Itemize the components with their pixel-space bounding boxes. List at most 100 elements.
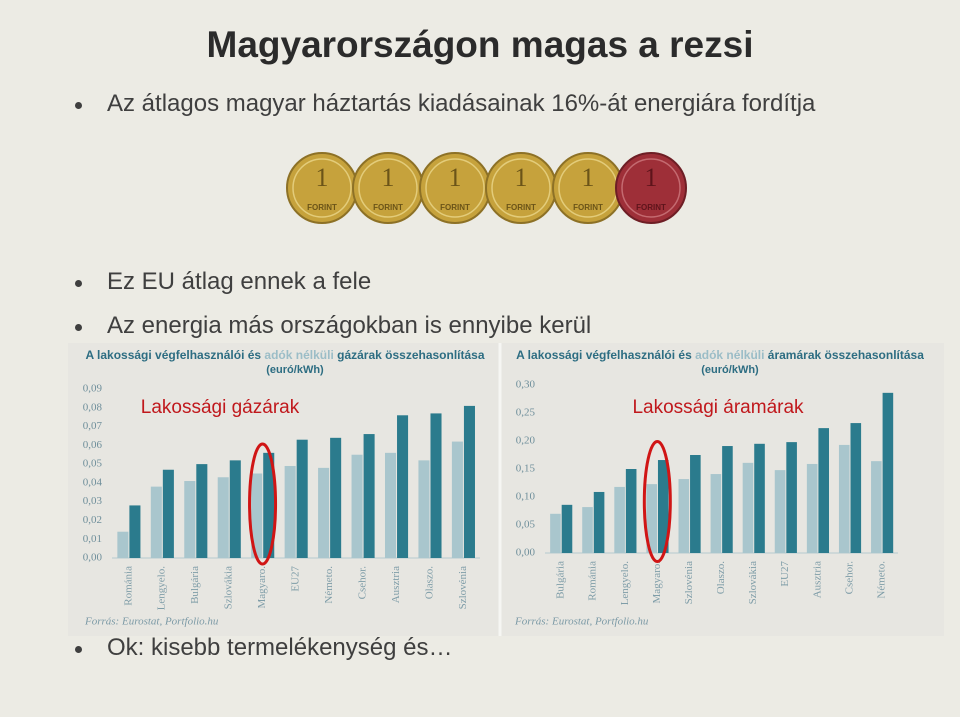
bar [229,460,241,558]
x-tick-label: Ausztria [811,561,823,598]
y-tick-label: 0,09 [83,383,103,395]
bar [806,463,818,553]
x-tick-label: Olaszo. [423,566,435,600]
x-tick-label: Csehor. [356,566,368,600]
y-tick-label: 0,02 [83,514,102,526]
x-tick-label: Németo. [323,566,335,604]
coin-label: FORINT [636,203,666,212]
coin-rim [621,158,681,218]
title-part: A lakossági végfelhasználói és [516,348,695,362]
x-tick-label: Bulgária [189,566,201,604]
y-tick-label: 0,05 [83,458,103,470]
bar [550,513,561,553]
chart-panel [68,343,944,636]
bar [162,469,174,558]
bar [363,434,375,558]
x-tick-label: Lengyelo. [619,561,631,606]
chart-title: A lakossági végfelhasználói és adók nélk… [516,348,924,362]
annotation: Lakossági gázárak [141,397,300,418]
coin-label: FORINT [307,203,337,212]
bar [838,444,850,553]
bar [384,452,397,558]
bar [786,442,797,553]
bar [430,413,442,558]
bar [678,479,690,553]
coin-numeral: 1 [582,163,595,192]
bullet: Az energia más országokban is ennyibe ke… [107,312,592,339]
title-part: áramárak összehasonlítása [764,348,924,362]
bar [451,441,463,558]
bar [129,505,141,558]
bar [742,462,754,553]
coin-numeral: 1 [645,163,658,192]
y-tick-label: 0,01 [83,533,102,545]
coin-numeral: 1 [515,163,528,192]
bar [284,465,296,558]
y-tick-label: 0,00 [83,552,103,564]
bar [690,455,701,553]
bar [614,486,625,553]
bar [646,484,657,553]
x-tick-label: Csehor. [843,561,855,595]
coin-numeral: 1 [382,163,395,192]
coin-numeral: 1 [449,163,462,192]
bar [296,439,308,558]
x-tick-label: Ausztria [390,566,402,603]
bar [722,446,733,553]
bar [251,473,263,558]
coin-label: FORINT [373,203,403,212]
y-tick-label: 0,06 [83,439,103,451]
bar [561,504,573,553]
bar [882,392,894,553]
x-tick-label: EU27 [779,561,791,587]
bar [593,491,605,553]
coin-label: FORINT [440,203,470,212]
x-tick-label: EU27 [290,566,302,592]
chart-title: A lakossági végfelhasználói és adók nélk… [85,348,484,362]
x-tick-label: Lengyelo. [156,566,168,611]
x-tick-label: Olaszo. [715,561,727,595]
bar [754,443,765,553]
bar [657,460,669,553]
y-tick-label: 0,10 [516,491,536,503]
bar [582,507,593,553]
bar [463,405,475,558]
bullet: Ok: kisebb termelékenység és… [107,634,453,661]
x-tick-label: Bulgária [555,561,567,599]
coin-label: FORINT [506,203,536,212]
y-tick-label: 0,08 [83,401,103,413]
bar [318,467,330,558]
bar [710,474,722,553]
coins: 1 FORINT 1 FORINT 1 FORINT 1 FORINT 1 FORINT 1 FORI… [286,152,687,224]
title-part: adók nélküli [695,348,764,362]
bar [871,461,882,553]
coin-label: FORINT [573,203,603,212]
chart-subtitle: (euró/kWh) [701,364,759,376]
coin-rim [491,158,551,218]
x-tick-label: Szlovákia [747,561,759,604]
x-tick-label: Magyaro. [256,566,268,609]
y-tick-label: 0,20 [516,435,536,447]
source: Forrás: Eurostat, Portfolio.hu [84,616,219,628]
bar [397,415,409,558]
bar [818,428,830,553]
x-tick-label: Szlovénia [457,566,469,609]
x-tick-label: Szlovákia [223,566,235,609]
y-tick-label: 0,15 [516,463,536,475]
title: Magyarországon magas a rezsi [206,24,754,65]
annotation: Lakossági áramárak [632,397,804,418]
x-tick-label: Németo. [875,561,887,599]
bullet: Az átlagos magyar háztartás kiadásainak … [107,90,816,117]
y-tick-label: 0,25 [516,407,536,419]
y-tick-label: 0,03 [83,495,103,507]
x-tick-label: Magyaro. [651,561,663,604]
coin-rim [292,158,352,218]
x-tick-label: Románia [122,566,134,606]
bar [196,464,208,558]
y-tick-label: 0,07 [83,420,103,432]
x-tick-label: Románia [587,561,599,601]
bar [625,469,637,553]
coin [615,152,687,224]
